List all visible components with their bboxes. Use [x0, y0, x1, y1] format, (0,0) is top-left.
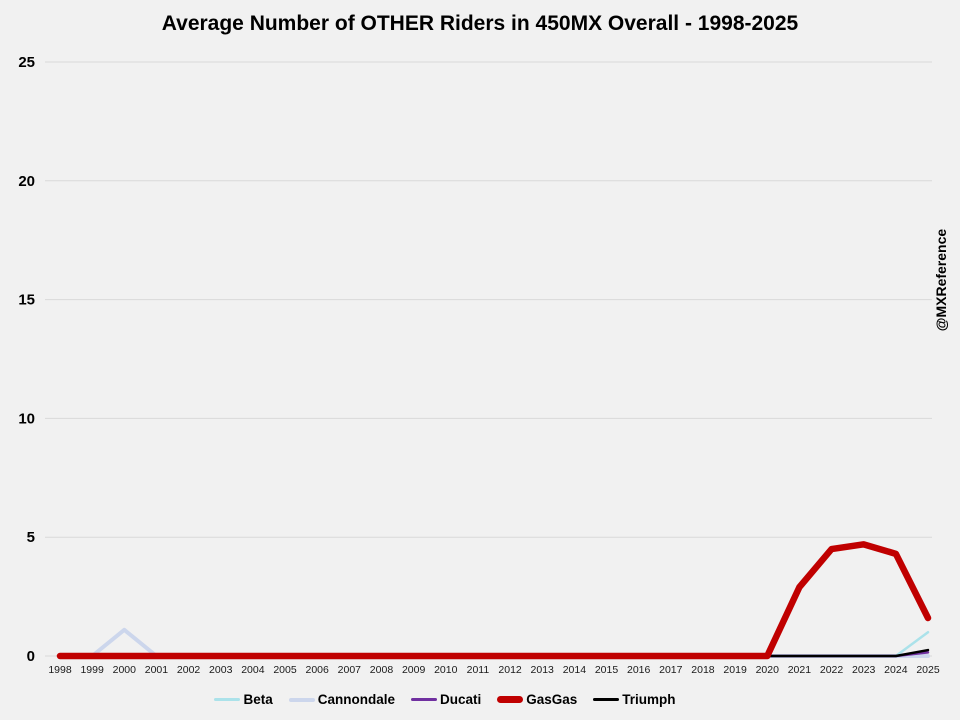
series-line-beta [58, 630, 930, 658]
x-tick-label: 2023 [852, 664, 876, 676]
legend-swatch-beta [214, 698, 241, 701]
x-tick-label: 2014 [563, 664, 587, 676]
legend-label: Beta [243, 692, 273, 707]
legend-item-gasgas: GasGas [497, 692, 577, 707]
legend-item-triumph: Triumph [593, 692, 676, 707]
x-tick-label: 2012 [498, 664, 522, 676]
y-tick-label: 5 [27, 529, 35, 546]
x-tick-label: 2007 [338, 664, 362, 676]
series-line-gasgas [56, 541, 932, 660]
legend-label: GasGas [526, 692, 578, 707]
x-tick-label: 2000 [113, 664, 137, 676]
x-tick-label: 2015 [595, 664, 619, 676]
legend-label: Cannondale [317, 692, 395, 707]
legend-item-beta: Beta [214, 692, 273, 707]
x-tick-label: 2011 [467, 664, 490, 676]
watermark-text: @MXReference [933, 228, 949, 332]
x-tick-label: 2004 [241, 664, 265, 676]
x-tick-label: 2021 [788, 664, 812, 676]
chart-title: Average Number of OTHER Riders in 450MX … [161, 12, 799, 35]
y-tick-label: 25 [18, 54, 35, 71]
x-tick-label: 2025 [916, 664, 940, 676]
legend-swatch-triumph [593, 698, 620, 701]
x-tick-label: 2002 [177, 664, 201, 676]
x-tick-label: 2013 [531, 664, 555, 676]
y-tick-label: 10 [18, 410, 35, 427]
legend-label: Ducati [439, 692, 482, 707]
legend-item-ducati: Ducati [410, 692, 482, 707]
legend-label: Triumph [622, 692, 676, 707]
x-tick-label: 2010 [434, 664, 458, 676]
x-tick-label: 2009 [402, 664, 426, 676]
series-line-cannondale [58, 627, 930, 658]
x-tick-label: 1999 [80, 664, 104, 676]
legend-swatch-cannondale [288, 697, 315, 702]
x-tick-label: 2016 [627, 664, 651, 676]
x-tick-label: 2017 [659, 664, 683, 676]
y-tick-label: 15 [18, 292, 35, 309]
legend-swatch-ducati [410, 698, 437, 701]
x-tick-label: 2019 [723, 664, 747, 676]
x-tick-label: 2024 [884, 664, 908, 676]
legend-swatch-gasgas [497, 696, 524, 703]
x-tick-label: 2008 [370, 664, 394, 676]
x-tick-label: 2001 [145, 664, 169, 676]
y-tick-label: 0 [27, 648, 35, 665]
x-tick-label: 2018 [691, 664, 715, 676]
y-tick-label: 20 [18, 173, 35, 190]
x-tick-label: 1998 [48, 664, 72, 676]
x-tick-label: 2006 [306, 664, 330, 676]
x-tick-label: 2005 [273, 664, 297, 676]
x-tick-label: 2003 [209, 664, 233, 676]
legend-item-cannondale: Cannondale [288, 692, 395, 707]
legend: Beta Cannondale Ducati GasGas Triumph [0, 692, 890, 707]
x-tick-label: 2022 [820, 664, 844, 676]
x-tick-label: 2020 [756, 664, 780, 676]
